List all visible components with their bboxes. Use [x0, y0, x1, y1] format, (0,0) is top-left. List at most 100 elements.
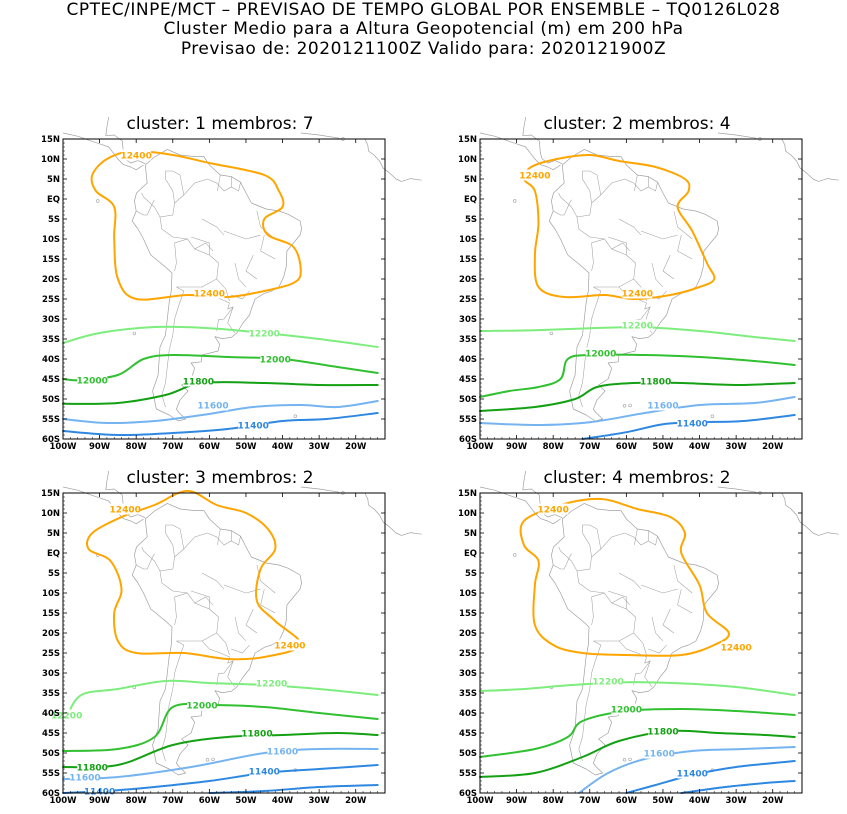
contour-line — [479, 353, 796, 398]
y-tick-label: 60S — [459, 435, 477, 445]
coastline-fragment — [300, 486, 340, 493]
border-line — [165, 170, 185, 204]
x-tick-label: 30W — [309, 796, 331, 806]
panel-title: cluster: 1 membros: 7 — [126, 114, 314, 134]
border-line — [217, 528, 221, 546]
contour-line — [479, 681, 796, 696]
border-line — [223, 230, 261, 240]
contours: 12400 12400 12200 12000 12000 11800 11600 11400 — [62, 149, 379, 437]
y-tick-label: 10S — [42, 589, 60, 599]
y-tick-label: 40S — [42, 709, 60, 719]
y-tick-label: 25S — [42, 649, 60, 659]
y-tick-label: 25S — [42, 295, 60, 305]
y-tick-label: 50S — [42, 749, 60, 759]
x-tick-label: 100W — [466, 796, 494, 806]
border-line — [194, 242, 214, 252]
x-tick-label: 70W — [162, 442, 184, 452]
island — [132, 331, 137, 336]
contour-line — [90, 149, 302, 301]
x-tick-label: 60W — [199, 796, 221, 806]
caribbean-coastline — [522, 116, 563, 165]
south-america-coastline — [548, 149, 719, 422]
contour-label: 11600 — [69, 773, 100, 783]
contour-line — [62, 747, 379, 780]
coastline-fragment — [717, 132, 757, 139]
y-tick-label: EQ — [47, 549, 60, 559]
contour-label-bg — [622, 319, 653, 331]
border-line — [576, 178, 658, 240]
caribbean-coastline — [522, 470, 563, 519]
contour-line — [62, 400, 379, 425]
x-tick-label: 20W — [345, 796, 367, 806]
header-line-3: Previsao de: 2020121100Z Valido para: 20… — [180, 39, 667, 59]
contour-11400: 11400 — [581, 414, 796, 440]
contour-label-bg — [644, 747, 675, 759]
map-plot: 12400 12400 12200 12000 12000 11800 11600 11400… — [41, 116, 422, 452]
y-tick-label: 15N — [458, 489, 477, 499]
island — [622, 404, 627, 408]
contour-12400: 12400 12400 — [519, 497, 752, 657]
x-tick-label: 30W — [726, 796, 748, 806]
y-tick-label: 5N — [464, 175, 477, 185]
island — [96, 199, 100, 203]
y-tick-label: 5S — [48, 569, 60, 579]
central-america-coastline — [62, 132, 144, 171]
border-line — [201, 572, 225, 590]
border-line — [591, 592, 636, 642]
cluster-panel-2: cluster: 2 membros: 4 12400 12400 12200 120… — [437, 110, 839, 460]
contour-label: 11600 — [197, 401, 228, 411]
y-tick-label: 10N — [458, 509, 477, 519]
contour-line — [65, 679, 379, 718]
y-tick-label: 35S — [42, 689, 60, 699]
y-tick-label: EQ — [464, 195, 477, 205]
y-tick-label: 10S — [459, 589, 477, 599]
y-tick-label: 45S — [42, 729, 60, 739]
contour-label-bg — [121, 149, 152, 161]
border-line — [673, 564, 693, 594]
y-tick-label: 5N — [47, 529, 60, 539]
x-tick-label: 70W — [579, 796, 601, 806]
border-line — [201, 218, 225, 236]
political-borders — [553, 170, 693, 408]
y-tick-label: 25S — [459, 649, 477, 659]
y-tick-label: 60S — [42, 789, 60, 799]
contour-label-bg — [198, 399, 229, 411]
y-tick-label: 15S — [42, 255, 60, 265]
y-tick-label: 55S — [459, 415, 477, 425]
contour-label: 11800 — [640, 377, 671, 387]
contour-label-bg — [249, 765, 280, 777]
contour-11600: 11600 — [62, 399, 379, 425]
contour-label: 12000 — [186, 701, 217, 711]
y-tick-label: EQ — [464, 549, 477, 559]
border-line — [245, 254, 258, 280]
contour-line — [62, 732, 379, 769]
contour-label: 12400 — [622, 289, 653, 299]
y-tick-label: 5N — [464, 529, 477, 539]
border-line — [634, 174, 638, 192]
border-line — [578, 640, 602, 762]
border-line — [174, 238, 219, 288]
border-line — [216, 632, 230, 656]
contour-label: 12200 — [249, 329, 280, 339]
y-tick-label: 10N — [41, 155, 60, 165]
island — [513, 553, 517, 557]
contour-11400: 11400 — [62, 412, 379, 437]
contour-label-bg — [538, 503, 569, 515]
contour-line — [86, 490, 302, 661]
border-line — [608, 236, 627, 255]
y-tick-label: 5S — [465, 569, 477, 579]
border-line — [159, 178, 241, 240]
x-tick-label: 30W — [726, 442, 748, 452]
island — [293, 414, 298, 418]
border-line — [165, 524, 185, 558]
contour-label-bg — [640, 375, 671, 387]
border-line — [191, 236, 210, 255]
cluster-panel-4: cluster: 4 membros: 2 12400 12400 12200 120… — [437, 464, 839, 814]
y-tick-label: 55S — [42, 769, 60, 779]
border-line — [141, 192, 161, 218]
contour-label-bg — [593, 675, 624, 687]
y-tick-label: 5S — [48, 215, 60, 225]
contour-line — [479, 708, 796, 758]
y-tick-label: 40S — [42, 355, 60, 365]
contour-line — [479, 729, 796, 778]
